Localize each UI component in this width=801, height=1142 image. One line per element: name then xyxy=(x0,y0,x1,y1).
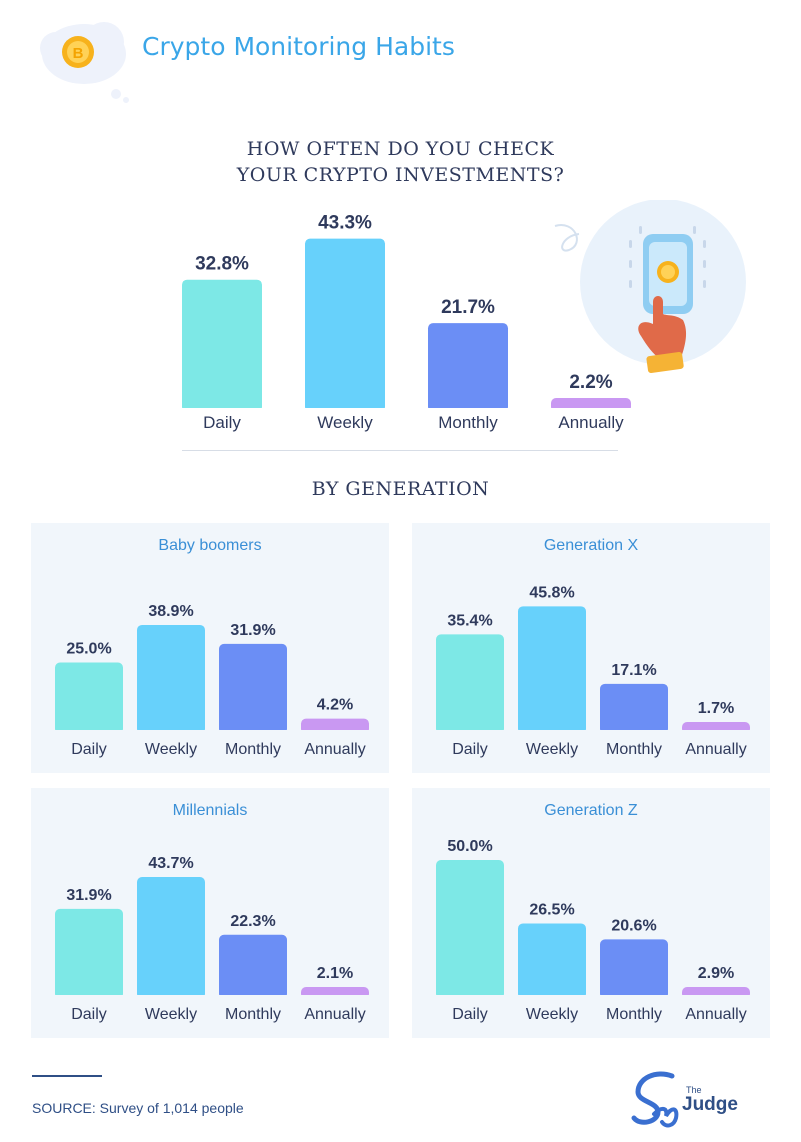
baseline-cover xyxy=(53,995,371,999)
chart-generation-z: 50.0% Daily 26.5% Weekly 20.6% Monthly 2.9% Ann… xyxy=(434,838,752,1023)
chart-generation-x: 35.4% Daily 45.8% Weekly 17.1% Monthly 1.7% Ann… xyxy=(434,584,752,758)
panel-title-generation-z: Generation Z xyxy=(544,802,638,819)
sleep-judge-logo-mark xyxy=(631,1071,679,1128)
value-label-weekly: 43.7% xyxy=(148,855,193,872)
bar-daily xyxy=(436,634,504,734)
value-label-monthly: 17.1% xyxy=(611,662,656,679)
bar-monthly xyxy=(428,323,508,412)
bar-weekly xyxy=(518,606,586,734)
category-label-annually: Annually xyxy=(685,1006,746,1023)
value-label-weekly: 45.8% xyxy=(529,584,574,601)
baseline-cover xyxy=(434,730,752,734)
category-label-weekly: Weekly xyxy=(526,741,578,758)
category-label-monthly: Monthly xyxy=(606,741,662,758)
section-divider xyxy=(182,450,618,451)
value-label-daily: 50.0% xyxy=(447,838,492,855)
bar-monthly xyxy=(600,939,668,999)
value-label-annually: 1.7% xyxy=(698,700,734,717)
value-label-annually: 2.9% xyxy=(698,965,734,982)
category-label-weekly: Weekly xyxy=(317,413,373,432)
value-label-weekly: 38.9% xyxy=(148,603,193,620)
value-label-weekly: 43.3% xyxy=(318,213,372,234)
logo-text: Judge xyxy=(682,1094,738,1115)
value-label-annually: 2.2% xyxy=(569,372,612,393)
category-label-monthly: Monthly xyxy=(606,1006,662,1023)
chart-baby-boomers: 25.0% Daily 38.9% Weekly 31.9% Monthly 4.2% Ann… xyxy=(53,603,371,758)
chart-millennials: 31.9% Daily 43.7% Weekly 22.3% Monthly 2.1% Ann… xyxy=(53,855,371,1023)
source-rule xyxy=(32,1075,102,1077)
value-label-monthly: 20.6% xyxy=(611,917,656,934)
bar-weekly xyxy=(305,238,385,412)
category-label-annually: Annually xyxy=(304,741,365,758)
bar-weekly xyxy=(518,923,586,999)
baseline-cover xyxy=(180,408,633,412)
value-label-monthly: 22.3% xyxy=(230,913,275,930)
bitcoin-cloud-icon: B xyxy=(40,22,129,103)
category-label-daily: Daily xyxy=(452,741,488,758)
category-label-daily: Daily xyxy=(71,1006,107,1023)
category-label-annually: Annually xyxy=(304,1006,365,1023)
logo-the: The xyxy=(686,1085,702,1095)
main-chart: 32.8% Daily 43.3% Weekly 21.7% Monthly 2.2% Ann… xyxy=(180,213,633,432)
panel-millennials: Millennials 31.9% Daily 43.7% Weekly 22.3% Mo… xyxy=(31,788,389,1038)
category-label-monthly: Monthly xyxy=(225,741,281,758)
bar-monthly xyxy=(600,683,668,734)
category-label-weekly: Weekly xyxy=(526,1006,578,1023)
panel-title-baby-boomers: Baby boomers xyxy=(158,537,262,554)
category-label-annually: Annually xyxy=(685,741,746,758)
category-label-weekly: Weekly xyxy=(145,741,197,758)
bar-monthly xyxy=(219,934,287,999)
value-label-annually: 2.1% xyxy=(317,965,353,982)
value-label-daily: 32.8% xyxy=(195,254,249,275)
category-label-daily: Daily xyxy=(203,413,241,432)
bar-weekly xyxy=(137,624,205,734)
baseline-cover xyxy=(434,995,752,999)
bar-daily xyxy=(55,908,123,999)
main-chart-title: HOW OFTEN DO YOU CHECK YOUR CRYPTO INVES… xyxy=(0,136,801,188)
category-label-monthly: Monthly xyxy=(438,413,498,432)
main-chart-title-line1: HOW OFTEN DO YOU CHECK xyxy=(246,138,555,160)
panel-generation-z: Generation Z 50.0% Daily 26.5% Weekly 20.6% M… xyxy=(412,788,770,1038)
value-label-daily: 25.0% xyxy=(66,641,111,658)
source-text: SOURCE: Survey of 1,014 people xyxy=(32,1100,244,1116)
value-label-daily: 31.9% xyxy=(66,887,111,904)
category-label-weekly: Weekly xyxy=(145,1006,197,1023)
value-label-annually: 4.2% xyxy=(317,697,353,714)
panel-title-generation-x: Generation X xyxy=(543,537,639,554)
bar-daily xyxy=(55,662,123,734)
category-label-daily: Daily xyxy=(452,1006,488,1023)
panel-generation-x: Generation X 35.4% Daily 45.8% Weekly 17.1% M… xyxy=(412,523,770,773)
panel-title-millennials: Millennials xyxy=(172,802,248,819)
main-chart-title-line2: YOUR CRYPTO INVESTMENTS? xyxy=(236,164,565,186)
by-generation-title: BY GENERATION xyxy=(311,478,490,500)
category-label-daily: Daily xyxy=(71,741,107,758)
category-label-annually: Annually xyxy=(558,413,624,432)
value-label-daily: 35.4% xyxy=(447,612,492,629)
value-label-weekly: 26.5% xyxy=(529,901,574,918)
panel-baby-boomers: Baby boomers 25.0% Daily 38.9% Weekly 31.9% M… xyxy=(31,523,389,773)
category-label-monthly: Monthly xyxy=(225,1006,281,1023)
header-title: Crypto Monitoring Habits xyxy=(142,32,455,61)
baseline-cover xyxy=(53,730,371,734)
value-label-monthly: 21.7% xyxy=(441,297,495,318)
value-label-monthly: 31.9% xyxy=(230,622,275,639)
bar-weekly xyxy=(137,877,205,999)
phone-tap-illustration xyxy=(554,200,746,374)
bar-daily xyxy=(182,279,262,412)
bar-monthly xyxy=(219,643,287,734)
svg-text:B: B xyxy=(73,45,84,62)
bar-daily xyxy=(436,860,504,999)
